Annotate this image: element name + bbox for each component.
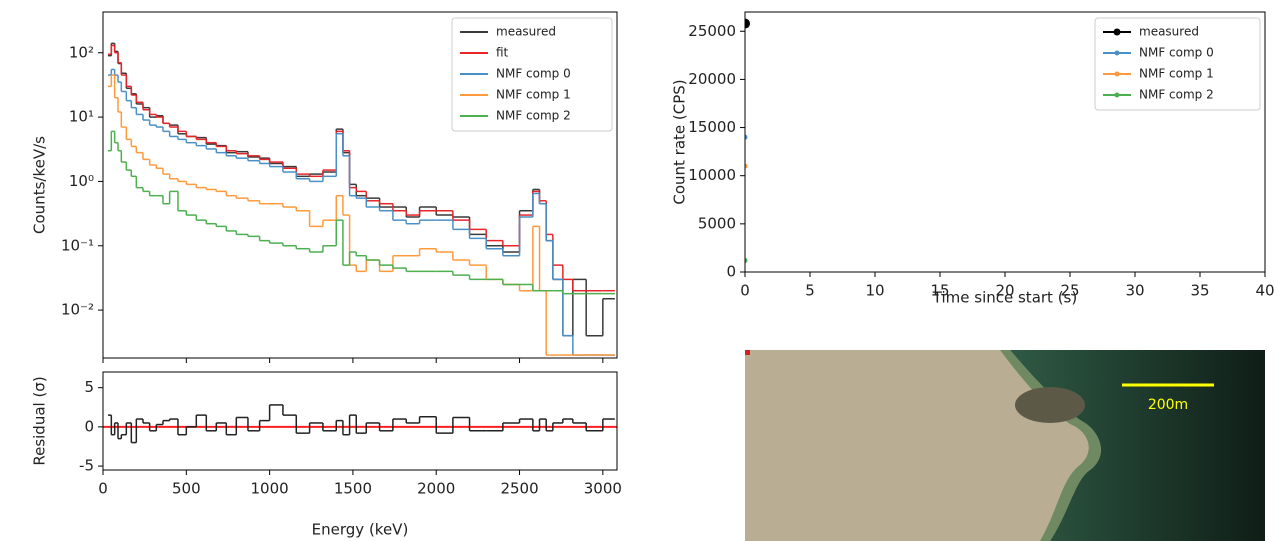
x-tick-label: 2500 — [500, 480, 538, 498]
axes-frame — [102, 11, 618, 359]
legend-label: NMF comp 1 — [496, 88, 571, 102]
plot-area — [745, 18, 750, 263]
y-axis-label: Residual (σ) — [31, 376, 49, 465]
point — [745, 18, 750, 29]
legend-label: NMF comp 2 — [1139, 88, 1214, 102]
x-tick-label: 2000 — [417, 480, 455, 498]
x-tick-label: 10 — [865, 282, 884, 300]
point — [745, 134, 748, 140]
legend-label: NMF comp 2 — [496, 109, 571, 123]
y-axis-label: Count rate (CPS) — [671, 79, 689, 204]
y-tick-label: -5 — [79, 457, 94, 475]
x-tick-label: 15 — [930, 282, 949, 300]
x-tick-label: 35 — [1190, 282, 1209, 300]
legend-label: NMF comp 0 — [496, 67, 571, 81]
map-marker — [745, 350, 750, 355]
x-tick-label: 5 — [805, 282, 815, 300]
legend: measured fit NMF comp 0 NMF comp 1 NMF comp … — [451, 17, 613, 132]
y-tick-label: 10⁰ — [69, 172, 94, 190]
legend-marker — [1113, 28, 1121, 36]
x-axis-label: Time since start (s) — [932, 289, 1077, 307]
x-axis-label: Energy (keV) — [312, 521, 409, 539]
axes-frame — [102, 371, 618, 471]
legend-label: NMF comp 1 — [1139, 67, 1214, 81]
x-tick-label: 25 — [1060, 282, 1079, 300]
y-tick-label: 10⁻¹ — [61, 236, 94, 254]
y-tick-label: 0 — [84, 417, 94, 435]
legend: measured NMF comp 0 NMF comp 1 NMF comp 2 — [1094, 17, 1261, 111]
legend-marker — [1114, 50, 1120, 56]
x-tick-label: 500 — [172, 480, 201, 498]
point — [745, 163, 748, 169]
legend-marker — [1114, 92, 1120, 98]
x-tick-label: 1500 — [334, 480, 372, 498]
y-tick-label: 25000 — [688, 22, 736, 40]
legend-box — [451, 17, 613, 132]
x-tick-label: 1000 — [251, 480, 289, 498]
legend-label: measured — [496, 25, 556, 39]
map: 200m — [745, 350, 1265, 541]
y-tick-label: 15000 — [688, 118, 736, 136]
y-axis-label: Counts/keV/s — [31, 136, 49, 234]
legend-label: measured — [1139, 25, 1199, 39]
x-tick-label: 40 — [1255, 282, 1274, 300]
legend-label: fit — [496, 46, 509, 60]
x-tick-label: 30 — [1125, 282, 1144, 300]
legend-box — [1094, 17, 1261, 111]
map-vegetation — [1015, 387, 1085, 423]
legend-marker — [1114, 71, 1120, 77]
chart: 10⁻² 10⁻¹ 10⁰ 10¹ 10² Counts/keV/s measured fit… — [31, 11, 618, 363]
x-tick-label: 3000 — [584, 480, 622, 498]
scale-label: 200m — [1148, 397, 1188, 413]
plot-area — [103, 404, 617, 444]
x-tick-label: 20 — [995, 282, 1014, 300]
x-tick-label: 0 — [98, 480, 108, 498]
y-tick-label: 5000 — [698, 214, 736, 232]
y-tick-label: 10¹ — [69, 108, 94, 126]
chart: 0 5000 10000 15000 20000 25000 0 5 10 15 20 25 30 35 4… — [671, 11, 1275, 307]
y-tick-label: 5 — [84, 378, 94, 396]
y-tick-label: 10000 — [688, 166, 736, 184]
x-tick-label: 0 — [740, 282, 750, 300]
axes-frame — [744, 11, 1266, 273]
legend-label: NMF comp 0 — [1139, 46, 1214, 60]
y-tick-label: 0 — [726, 263, 736, 281]
y-tick-label: 10² — [69, 43, 94, 61]
point — [745, 257, 748, 263]
y-tick-label: 10⁻² — [61, 301, 94, 319]
y-tick-label: 20000 — [688, 70, 736, 88]
plot-area — [107, 42, 615, 356]
